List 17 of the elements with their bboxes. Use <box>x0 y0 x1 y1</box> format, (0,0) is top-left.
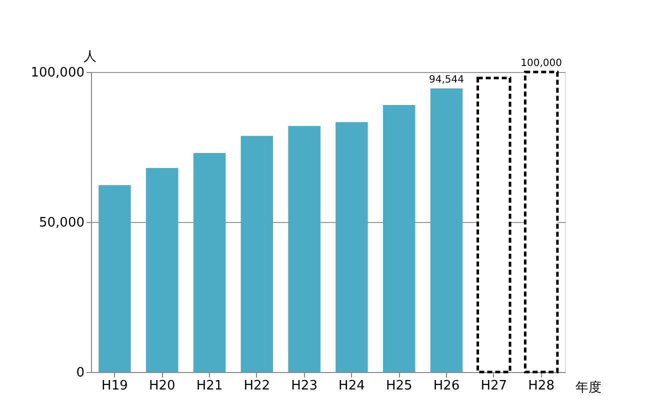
x-tick-label: H26 <box>433 378 460 394</box>
x-tick-label: H20 <box>148 378 176 394</box>
x-tick-label: H24 <box>338 378 365 394</box>
x-tick-label: H27 <box>480 378 508 394</box>
y-tick-label: 100,000 <box>30 66 84 80</box>
x-axis-title: 年度 <box>576 380 602 396</box>
y-tick-label: 50,000 <box>39 216 84 230</box>
x-tick-label: H23 <box>291 378 318 394</box>
x-tick-label: H19 <box>102 378 128 394</box>
x-tick-label: H25 <box>386 378 412 394</box>
x-tick-label: H28 <box>528 378 554 394</box>
y-axis-title: 人 <box>84 50 96 64</box>
x-tick-label: H22 <box>244 378 270 394</box>
y-tick-label: 0 <box>76 366 84 380</box>
data-label: 94,544 <box>429 74 464 86</box>
x-tick-label: H21 <box>196 378 223 394</box>
data-label: 100,000 <box>520 58 562 69</box>
